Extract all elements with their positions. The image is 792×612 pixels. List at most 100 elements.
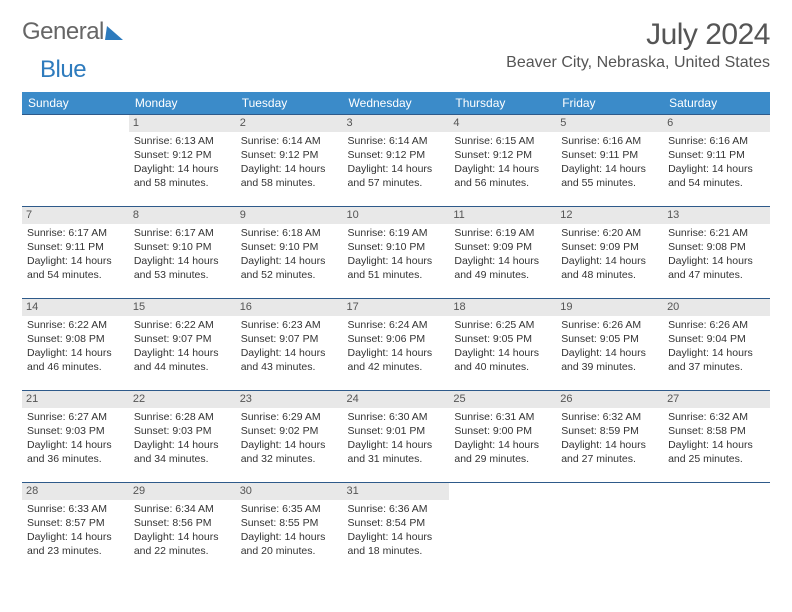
sunrise-line: Sunrise: 6:19 AM <box>454 226 551 240</box>
daylight-line: Daylight: 14 hours and 58 minutes. <box>134 162 231 190</box>
calendar-day-cell: 30Sunrise: 6:35 AMSunset: 8:55 PMDayligh… <box>236 483 343 575</box>
sunset-line: Sunset: 9:10 PM <box>241 240 338 254</box>
daylight-line: Daylight: 14 hours and 34 minutes. <box>134 438 231 466</box>
daylight-line: Daylight: 14 hours and 44 minutes. <box>134 346 231 374</box>
day-number: 17 <box>343 299 450 316</box>
calendar-day-cell: 3Sunrise: 6:14 AMSunset: 9:12 PMDaylight… <box>343 115 450 207</box>
sunrise-line: Sunrise: 6:35 AM <box>241 502 338 516</box>
sunset-line: Sunset: 8:56 PM <box>134 516 231 530</box>
sunrise-line: Sunrise: 6:17 AM <box>134 226 231 240</box>
calendar-week-row: 14Sunrise: 6:22 AMSunset: 9:08 PMDayligh… <box>22 299 770 391</box>
sunset-line: Sunset: 9:10 PM <box>348 240 445 254</box>
sunset-line: Sunset: 8:58 PM <box>668 424 765 438</box>
sunrise-line: Sunrise: 6:26 AM <box>561 318 658 332</box>
day-number: 30 <box>236 483 343 500</box>
day-number: 6 <box>663 115 770 132</box>
daylight-line: Daylight: 14 hours and 57 minutes. <box>348 162 445 190</box>
sunset-line: Sunset: 9:03 PM <box>27 424 124 438</box>
daylight-line: Daylight: 14 hours and 43 minutes. <box>241 346 338 374</box>
calendar-table: Sunday Monday Tuesday Wednesday Thursday… <box>22 92 770 575</box>
calendar-day-cell: 22Sunrise: 6:28 AMSunset: 9:03 PMDayligh… <box>129 391 236 483</box>
sunset-line: Sunset: 9:11 PM <box>668 148 765 162</box>
day-number: 2 <box>236 115 343 132</box>
day-number: 18 <box>449 299 556 316</box>
sunrise-line: Sunrise: 6:23 AM <box>241 318 338 332</box>
sunrise-line: Sunrise: 6:15 AM <box>454 134 551 148</box>
calendar-day-cell: 25Sunrise: 6:31 AMSunset: 9:00 PMDayligh… <box>449 391 556 483</box>
sunrise-line: Sunrise: 6:26 AM <box>668 318 765 332</box>
sunrise-line: Sunrise: 6:34 AM <box>134 502 231 516</box>
calendar-day-cell: 18Sunrise: 6:25 AMSunset: 9:05 PMDayligh… <box>449 299 556 391</box>
sunset-line: Sunset: 9:03 PM <box>134 424 231 438</box>
sunset-line: Sunset: 9:11 PM <box>27 240 124 254</box>
sunset-line: Sunset: 8:57 PM <box>27 516 124 530</box>
sunset-line: Sunset: 9:00 PM <box>454 424 551 438</box>
sunset-line: Sunset: 9:01 PM <box>348 424 445 438</box>
weekday-header: Saturday <box>663 92 770 115</box>
sunrise-line: Sunrise: 6:32 AM <box>561 410 658 424</box>
sunset-line: Sunset: 9:07 PM <box>241 332 338 346</box>
calendar-day-cell: 27Sunrise: 6:32 AMSunset: 8:58 PMDayligh… <box>663 391 770 483</box>
daylight-line: Daylight: 14 hours and 52 minutes. <box>241 254 338 282</box>
calendar-day-cell: 17Sunrise: 6:24 AMSunset: 9:06 PMDayligh… <box>343 299 450 391</box>
sunrise-line: Sunrise: 6:20 AM <box>561 226 658 240</box>
calendar-day-cell: 11Sunrise: 6:19 AMSunset: 9:09 PMDayligh… <box>449 207 556 299</box>
sunset-line: Sunset: 9:12 PM <box>454 148 551 162</box>
daylight-line: Daylight: 14 hours and 48 minutes. <box>561 254 658 282</box>
day-number: 19 <box>556 299 663 316</box>
location: Beaver City, Nebraska, United States <box>506 54 770 72</box>
day-number: 8 <box>129 207 236 224</box>
sunrise-line: Sunrise: 6:14 AM <box>241 134 338 148</box>
title-block: July 2024 Beaver City, Nebraska, United … <box>506 18 770 72</box>
calendar-day-cell: 6Sunrise: 6:16 AMSunset: 9:11 PMDaylight… <box>663 115 770 207</box>
calendar-day-cell: 16Sunrise: 6:23 AMSunset: 9:07 PMDayligh… <box>236 299 343 391</box>
calendar-day-cell: 7Sunrise: 6:17 AMSunset: 9:11 PMDaylight… <box>22 207 129 299</box>
calendar-day-cell: 4Sunrise: 6:15 AMSunset: 9:12 PMDaylight… <box>449 115 556 207</box>
daylight-line: Daylight: 14 hours and 51 minutes. <box>348 254 445 282</box>
sunrise-line: Sunrise: 6:33 AM <box>27 502 124 516</box>
calendar-day-cell: 9 Sunrise: 6:18 AMSunset: 9:10 PMDaylight… <box>236 207 343 299</box>
sunrise-line: Sunrise: 6:22 AM <box>134 318 231 332</box>
sunset-line: Sunset: 9:08 PM <box>668 240 765 254</box>
day-number: 9 <box>236 207 343 224</box>
day-number: 23 <box>236 391 343 408</box>
sunset-line: Sunset: 9:04 PM <box>668 332 765 346</box>
daylight-line: Daylight: 14 hours and 29 minutes. <box>454 438 551 466</box>
calendar-day-cell: 2Sunrise: 6:14 AMSunset: 9:12 PMDaylight… <box>236 115 343 207</box>
sunrise-line: Sunrise: 6:25 AM <box>454 318 551 332</box>
daylight-line: Daylight: 14 hours and 54 minutes. <box>668 162 765 190</box>
sunrise-line: Sunrise: 6:24 AM <box>348 318 445 332</box>
sunset-line: Sunset: 9:07 PM <box>134 332 231 346</box>
day-number: 24 <box>343 391 450 408</box>
sunset-line: Sunset: 9:09 PM <box>454 240 551 254</box>
sunrise-line: Sunrise: 6:17 AM <box>27 226 124 240</box>
sunset-line: Sunset: 8:59 PM <box>561 424 658 438</box>
day-number: 20 <box>663 299 770 316</box>
day-number: 26 <box>556 391 663 408</box>
calendar-day-cell <box>449 483 556 575</box>
weekday-header: Monday <box>129 92 236 115</box>
weekday-header: Friday <box>556 92 663 115</box>
sunrise-line: Sunrise: 6:31 AM <box>454 410 551 424</box>
weekday-header: Thursday <box>449 92 556 115</box>
calendar-week-row: 21Sunrise: 6:27 AMSunset: 9:03 PMDayligh… <box>22 391 770 483</box>
day-number: 28 <box>22 483 129 500</box>
daylight-line: Daylight: 14 hours and 36 minutes. <box>27 438 124 466</box>
sunset-line: Sunset: 9:05 PM <box>561 332 658 346</box>
day-number: 12 <box>556 207 663 224</box>
daylight-line: Daylight: 14 hours and 18 minutes. <box>348 530 445 558</box>
daylight-line: Daylight: 14 hours and 54 minutes. <box>27 254 124 282</box>
sunrise-line: Sunrise: 6:16 AM <box>561 134 658 148</box>
sunset-line: Sunset: 9:09 PM <box>561 240 658 254</box>
calendar-day-cell: 5Sunrise: 6:16 AMSunset: 9:11 PMDaylight… <box>556 115 663 207</box>
calendar-day-cell: 15Sunrise: 6:22 AMSunset: 9:07 PMDayligh… <box>129 299 236 391</box>
sunrise-line: Sunrise: 6:22 AM <box>27 318 124 332</box>
calendar-day-cell: 29Sunrise: 6:34 AMSunset: 8:56 PMDayligh… <box>129 483 236 575</box>
sunrise-line: Sunrise: 6:18 AM <box>241 226 338 240</box>
calendar-day-cell: 19Sunrise: 6:26 AMSunset: 9:05 PMDayligh… <box>556 299 663 391</box>
sunrise-line: Sunrise: 6:27 AM <box>27 410 124 424</box>
sunrise-line: Sunrise: 6:19 AM <box>348 226 445 240</box>
daylight-line: Daylight: 14 hours and 32 minutes. <box>241 438 338 466</box>
sunrise-line: Sunrise: 6:36 AM <box>348 502 445 516</box>
daylight-line: Daylight: 14 hours and 46 minutes. <box>27 346 124 374</box>
